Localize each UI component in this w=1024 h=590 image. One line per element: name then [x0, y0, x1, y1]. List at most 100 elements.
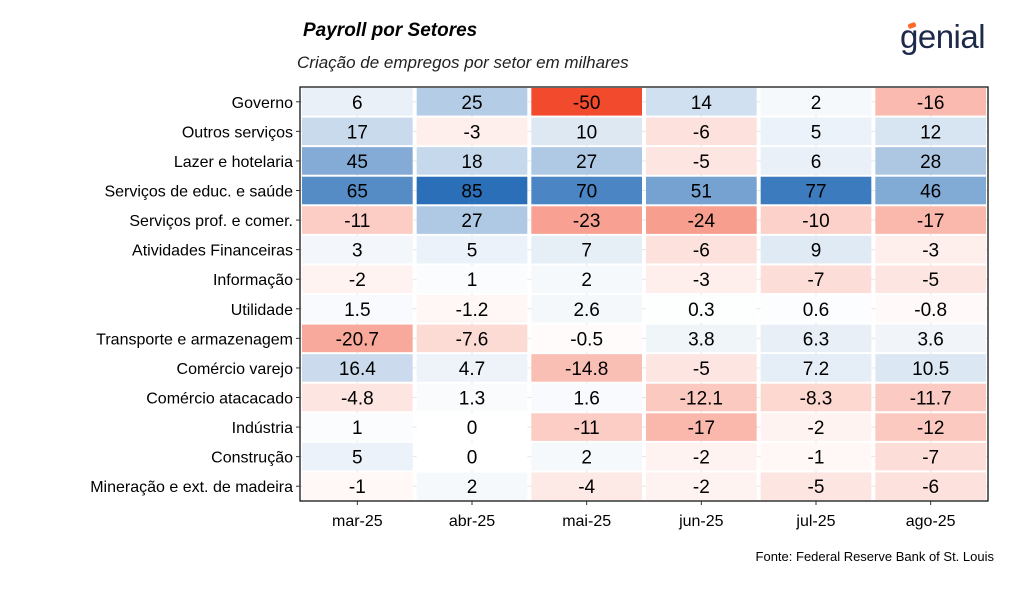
heatmap-cell-label: 1.6 — [573, 389, 599, 410]
heatmap-cell-label: -10 — [802, 211, 829, 232]
heatmap-cell-label: -3 — [693, 270, 710, 291]
heatmap-cell — [302, 295, 413, 323]
heatmap-cell — [646, 413, 757, 441]
heatmap-cell — [760, 265, 872, 293]
heatmap-cell — [875, 176, 986, 205]
heatmap-cell — [416, 413, 528, 441]
heatmap-cell-label: -11 — [574, 418, 600, 439]
heatmap-cell — [646, 295, 757, 323]
heatmap-cell — [302, 472, 413, 500]
heatmap-cell-label: 1.3 — [459, 389, 485, 410]
heatmap-cell — [875, 472, 986, 500]
heatmap-cell-label: 27 — [461, 211, 482, 232]
heatmap-cell-label: 16.4 — [339, 359, 376, 380]
heatmap-cell-label: 6 — [352, 93, 363, 114]
heatmap-cell-label: -6 — [693, 241, 710, 262]
heatmap-cell-label: -16 — [917, 93, 944, 114]
heatmap-cell — [531, 235, 642, 264]
heatmap-cell — [875, 413, 986, 441]
heatmap-cell — [646, 206, 757, 234]
heatmap-cell — [531, 265, 642, 293]
heatmap-cell — [760, 354, 872, 382]
y-axis-label: Mineração e ext. de madeira — [90, 479, 293, 496]
heatmap-cell — [302, 206, 413, 234]
heatmap-cell-label: -1 — [349, 477, 366, 498]
heatmap-cell-label: 4.7 — [459, 359, 485, 380]
heatmap-cell — [646, 324, 757, 353]
heatmap-cell-label: 45 — [347, 152, 368, 173]
heatmap-cell-label: 28 — [920, 152, 941, 173]
heatmap-cell — [646, 88, 757, 116]
heatmap-cell-label: 3.8 — [688, 329, 714, 350]
heatmap-cell — [531, 354, 642, 382]
heatmap-cell — [760, 442, 872, 471]
y-axis-label: Utilidade — [231, 302, 293, 319]
heatmap-cell-label: -1 — [808, 448, 825, 469]
heatmap-cell — [302, 383, 413, 412]
genial-logo: genial — [900, 18, 986, 56]
heatmap-cell — [416, 354, 528, 382]
heatmap-cell-label: 0.3 — [688, 300, 714, 321]
heatmap-cell — [646, 354, 757, 382]
y-axis-label: Comércio atacacado — [146, 391, 293, 408]
x-axis-label: jun-25 — [678, 513, 724, 530]
heatmap-cell-label: -20.7 — [336, 329, 379, 350]
heatmap-cell-label: -2 — [808, 418, 825, 439]
heatmap-cell — [531, 295, 642, 323]
y-axis-label: Serviços prof. e comer. — [129, 213, 293, 230]
heatmap-cell — [302, 354, 413, 382]
heatmap-cell — [646, 176, 757, 205]
heatmap-cell — [760, 176, 872, 205]
heatmap-cell-label: 7.2 — [803, 359, 829, 380]
heatmap-cell-label: 5 — [352, 448, 363, 469]
heatmap-cell-label: -6 — [922, 477, 939, 498]
heatmap-cell — [875, 88, 986, 116]
heatmap-cell — [875, 206, 986, 234]
heatmap-cell-label: 2.6 — [573, 300, 599, 321]
y-axis-label: Indústria — [232, 420, 293, 437]
heatmap-cell-label: 2 — [811, 93, 822, 114]
heatmap-cell — [760, 88, 872, 116]
heatmap-cell-label: 0.6 — [803, 300, 829, 321]
y-axis-label: Informação — [213, 272, 293, 289]
heatmap-cell-label: 85 — [461, 182, 482, 203]
heatmap-cell-label: -5 — [693, 359, 710, 380]
heatmap-cell — [760, 413, 872, 441]
heatmap-cell-label: 1 — [467, 270, 478, 291]
heatmap-cell-label: -11.7 — [910, 389, 952, 410]
heatmap-cell-label: -17 — [917, 211, 944, 232]
heatmap-cell — [302, 117, 413, 146]
heatmap-cell — [760, 206, 872, 234]
heatmap-cell — [875, 354, 986, 382]
heatmap-cell — [302, 442, 413, 471]
heatmap-cell-label: 65 — [347, 182, 368, 203]
heatmap-cell-label: 14 — [691, 93, 713, 114]
heatmap-cell-label: 70 — [576, 182, 597, 203]
chart-title: Payroll por Setores — [303, 20, 478, 41]
heatmap-cell — [531, 442, 642, 471]
heatmap-cell-label: 10 — [576, 122, 597, 143]
heatmap-cell-label: -5 — [922, 270, 939, 291]
heatmap-cell — [416, 235, 528, 264]
y-axis-label: Construção — [211, 450, 293, 467]
heatmap-cell-label: -4.8 — [341, 389, 374, 410]
heatmap-cell-label: -6 — [693, 122, 710, 143]
heatmap-cell-label: 0 — [467, 448, 478, 469]
heatmap-cell — [646, 472, 757, 500]
heatmap-cell-label: 5 — [811, 122, 822, 143]
heatmap-cell — [531, 324, 642, 353]
y-axis-label: Atividades Financeiras — [132, 243, 293, 260]
heatmap-cell — [531, 176, 642, 205]
x-axis-label: mar-25 — [332, 513, 383, 530]
heatmap-cell — [760, 117, 872, 146]
heatmap-cell — [531, 383, 642, 412]
heatmap-cell — [875, 147, 986, 175]
heatmap-cell — [875, 324, 986, 353]
heatmap-cell — [416, 206, 528, 234]
heatmap-cell — [760, 383, 872, 412]
heatmap-cell — [302, 324, 413, 353]
y-axis: Governo Outros serviços Lazer e hotelaria S… — [90, 95, 300, 496]
heatmap-cell-label: 2 — [581, 448, 592, 469]
y-axis-label: Outros serviços — [182, 124, 293, 141]
x-axis: mar-25 abr-25 mai-25 jun-25 jul-25 ago-25 — [332, 501, 956, 530]
